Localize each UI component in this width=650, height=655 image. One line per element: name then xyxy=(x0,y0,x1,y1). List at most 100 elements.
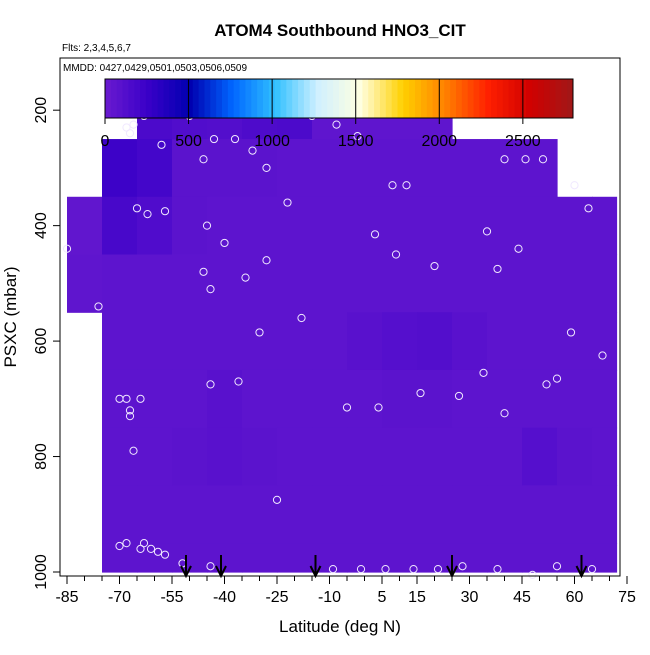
colorbar-segment xyxy=(298,79,305,118)
heatmap-cell xyxy=(557,427,593,487)
colorbar-segment xyxy=(198,79,205,118)
observation-point xyxy=(454,391,464,401)
colorbar-segment xyxy=(145,79,153,118)
observation-point xyxy=(153,547,163,556)
heatmap-cell xyxy=(557,254,593,313)
observation-point xyxy=(353,132,362,141)
heatmap-cell xyxy=(347,139,383,198)
heatmap-cell xyxy=(592,427,618,487)
heatmap-cell xyxy=(522,427,558,487)
heatmap-cell xyxy=(277,196,313,256)
heatmap-cell xyxy=(557,485,593,544)
colorbar-segment xyxy=(415,79,422,118)
y-tick-label: 800 xyxy=(33,443,50,470)
heatmap-cell xyxy=(102,196,138,256)
heatmap-cell xyxy=(207,254,243,313)
heatmap-cell xyxy=(417,312,453,371)
observation-point xyxy=(283,198,292,207)
colorbar-segment xyxy=(467,79,475,118)
heatmap-cell xyxy=(347,312,383,371)
heatmap-cell xyxy=(592,312,618,371)
colorbar-segment xyxy=(537,79,545,118)
observation-point xyxy=(482,227,492,236)
heatmap-cell xyxy=(347,369,383,429)
observation-point xyxy=(416,388,425,398)
observation-point xyxy=(209,134,219,144)
observation-point xyxy=(356,565,366,574)
heatmap-cell xyxy=(137,369,173,429)
colorbar-segment xyxy=(508,79,515,118)
observation-point xyxy=(430,261,439,271)
heatmap-cell xyxy=(522,139,558,198)
colorbar-segment xyxy=(140,79,147,118)
colorbar-segment xyxy=(251,79,258,118)
x-tick-label: -40 xyxy=(213,589,236,606)
heatmap-cell xyxy=(487,427,523,487)
observation-point xyxy=(402,181,411,190)
observation-point xyxy=(220,238,229,248)
colorbar-segment xyxy=(444,79,451,118)
heatmap-cell xyxy=(487,139,523,198)
heatmap-cell xyxy=(417,485,453,544)
colorbar-segment xyxy=(222,79,229,118)
observation-point xyxy=(255,328,264,337)
heatmap-cell xyxy=(137,196,173,256)
colorbar-segment xyxy=(333,79,340,118)
heatmap-cell xyxy=(452,427,488,487)
observation-point xyxy=(262,256,271,265)
colorbar-segment xyxy=(245,79,252,118)
heatmap-cell xyxy=(347,254,383,313)
heatmap-cell xyxy=(312,312,348,371)
heatmap-cell xyxy=(67,254,103,313)
x-axis-label: Latitude (deg N) xyxy=(279,617,401,636)
heatmap-cell xyxy=(417,369,453,429)
colorbar-segment xyxy=(420,79,428,118)
colorbar-segment xyxy=(362,79,369,118)
colorbar-segment xyxy=(175,79,182,118)
observation-point xyxy=(136,544,145,554)
colorbar-segment xyxy=(128,79,135,118)
colorbar-tick-label: 0 xyxy=(101,133,110,150)
colorbar-segment xyxy=(397,79,404,118)
colorbar-segment xyxy=(239,79,246,118)
y-axis-label: PSXC (mbar) xyxy=(1,266,20,367)
colorbar-segment xyxy=(163,79,170,118)
colorbar-segment xyxy=(339,79,346,118)
observation-point xyxy=(125,412,135,421)
observation-point xyxy=(552,374,562,383)
observation-point xyxy=(514,244,523,253)
colorbar-segment xyxy=(274,79,281,118)
colorbar-segment xyxy=(344,79,352,118)
colorbar-tick-label: 1000 xyxy=(254,133,290,150)
colorbar-tick-label: 1500 xyxy=(338,133,374,150)
heatmap-cell xyxy=(207,312,243,371)
colorbar-segment xyxy=(350,79,358,118)
heatmap-cell xyxy=(172,427,208,487)
x-tick-label: 75 xyxy=(618,589,636,606)
heatmap-cell xyxy=(102,369,138,429)
colorbar-segment xyxy=(116,79,124,118)
colorbar-tick-label: 2500 xyxy=(505,133,541,150)
x-tick-label: -55 xyxy=(160,589,183,606)
heatmap-cell xyxy=(137,485,173,544)
colorbar-segment xyxy=(356,79,363,118)
colorbar-segment xyxy=(309,79,317,118)
y-tick-label: 600 xyxy=(33,328,50,355)
colorbar-segment xyxy=(567,79,574,118)
heatmap-cell xyxy=(487,369,523,429)
heatmap-cell xyxy=(487,485,523,544)
colorbar-segment xyxy=(292,79,299,118)
heatmap-cell xyxy=(312,369,348,429)
observation-point xyxy=(570,181,579,190)
heatmap-cell xyxy=(592,543,618,573)
heatmap-cell xyxy=(382,485,418,544)
observation-point xyxy=(500,155,509,164)
colorbar-segment xyxy=(438,79,445,118)
observation-point xyxy=(202,221,212,230)
observation-point xyxy=(598,351,607,360)
observation-point xyxy=(528,570,537,579)
heatmap-cell xyxy=(277,139,313,198)
observation-point xyxy=(332,120,341,129)
heatmap-cell xyxy=(172,369,208,429)
x-tick-label: -85 xyxy=(55,589,78,606)
